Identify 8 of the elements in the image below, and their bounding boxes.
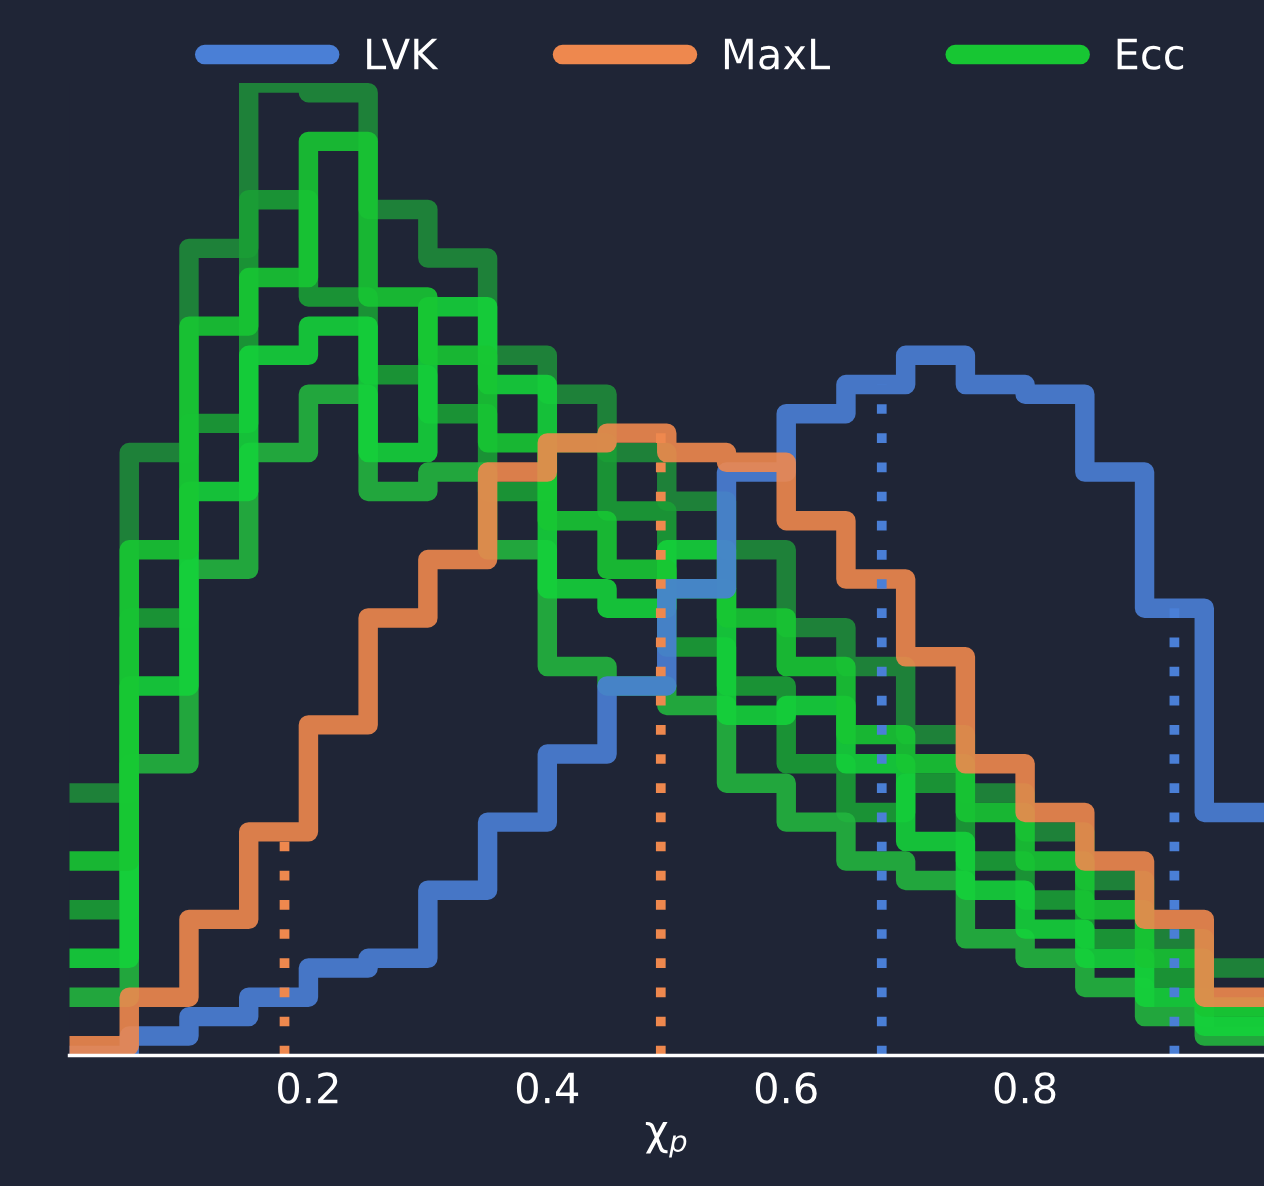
legend-label: MaxL bbox=[724, 38, 830, 70]
x-tick-label: 0.2 bbox=[278, 1072, 338, 1104]
legend-label: Ecc bbox=[1117, 38, 1184, 70]
x-tick-label: 0.4 bbox=[516, 1072, 579, 1104]
x-tick-label: 0.8 bbox=[994, 1072, 1056, 1104]
x-tick-label: 0.6 bbox=[755, 1072, 817, 1104]
legend-label: LVK bbox=[367, 38, 439, 70]
x-axis-title: χ$_{p}$ bbox=[645, 1121, 687, 1158]
